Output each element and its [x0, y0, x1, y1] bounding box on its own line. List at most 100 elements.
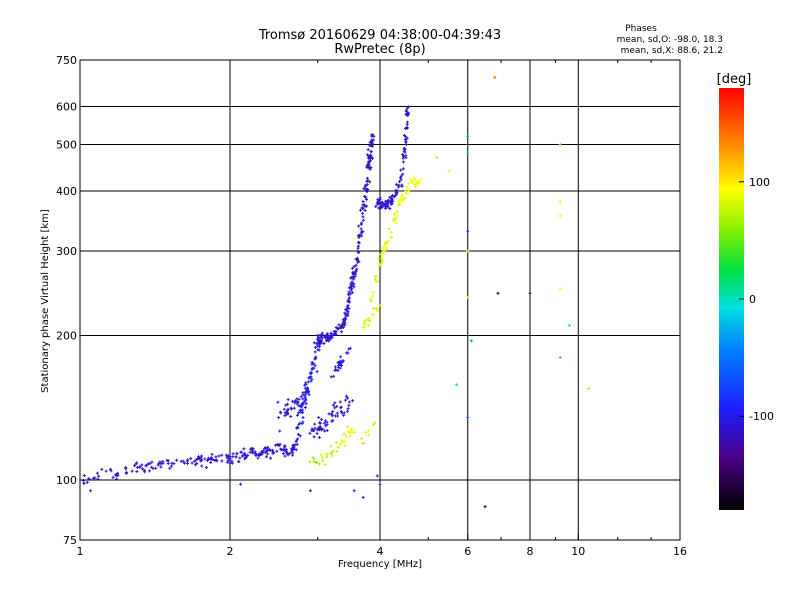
data-point: [316, 333, 320, 337]
data-point: [334, 365, 338, 369]
data-point: [418, 178, 422, 182]
data-point: [283, 445, 287, 449]
data-point: [231, 455, 235, 459]
data-point: [359, 227, 363, 231]
data-point: [406, 112, 410, 116]
data-point: [371, 294, 375, 298]
data-point: [289, 407, 293, 411]
data-point: [362, 187, 366, 191]
data-point: [331, 403, 335, 407]
data-point: [317, 436, 321, 440]
data-point: [264, 455, 268, 459]
data-point: [366, 165, 370, 169]
data-point: [357, 251, 361, 255]
colorbar-tick-label: 100: [749, 176, 770, 189]
data-point: [124, 466, 128, 470]
data-point: [363, 319, 367, 323]
data-point: [329, 444, 333, 448]
data-point: [336, 361, 340, 365]
data-point: [466, 296, 470, 300]
data-point: [378, 197, 382, 201]
data-point: [363, 325, 367, 329]
data-point: [308, 375, 312, 379]
data-point: [307, 393, 311, 397]
data-point: [329, 331, 333, 335]
y-tick-label: 75: [63, 534, 77, 547]
data-point: [308, 489, 312, 493]
data-point: [414, 185, 418, 189]
data-point: [363, 208, 367, 212]
data-point: [312, 366, 316, 370]
data-point: [168, 466, 172, 470]
data-point: [308, 460, 312, 464]
data-point: [340, 440, 344, 444]
data-point: [304, 381, 308, 385]
data-point: [337, 363, 341, 367]
data-point: [172, 462, 176, 466]
y-tick-label: 750: [56, 54, 77, 67]
data-point: [315, 370, 319, 374]
data-point: [154, 466, 158, 470]
data-point: [360, 437, 364, 441]
data-point: [237, 459, 241, 463]
x-tick-label: 8: [527, 545, 534, 558]
data-point: [336, 369, 340, 373]
data-point: [111, 475, 115, 479]
data-point: [325, 423, 329, 427]
data-point: [319, 426, 323, 430]
data-point: [312, 429, 316, 433]
data-point: [312, 435, 316, 439]
data-point: [211, 458, 215, 462]
data-point: [385, 202, 389, 206]
data-point: [109, 469, 113, 473]
data-point: [278, 410, 282, 414]
data-point: [292, 406, 296, 410]
data-point: [361, 218, 365, 222]
stats-line-x: mean, sd,X: 88.6, 21.2: [621, 46, 723, 56]
data-point: [344, 313, 348, 317]
data-point: [390, 193, 394, 197]
data-point: [332, 374, 336, 378]
data-point: [393, 212, 397, 216]
data-point: [315, 461, 319, 465]
data-point: [405, 120, 409, 124]
data-point: [85, 480, 89, 484]
data-point: [82, 482, 86, 486]
data-point: [329, 412, 333, 416]
data-point: [466, 134, 470, 138]
data-point: [261, 450, 265, 454]
data-point: [335, 441, 339, 445]
data-point: [143, 470, 147, 474]
data-point: [381, 246, 385, 250]
data-point: [294, 426, 298, 430]
data-point: [363, 185, 367, 189]
data-point: [587, 387, 591, 391]
data-point: [466, 249, 470, 253]
data-point: [455, 383, 459, 387]
data-point: [87, 477, 91, 481]
data-point: [365, 198, 369, 202]
data-point: [447, 169, 451, 173]
data-point: [310, 360, 314, 364]
data-point: [339, 406, 343, 410]
data-point: [347, 347, 351, 351]
data-point: [189, 457, 193, 461]
data-point: [385, 240, 389, 244]
data-point: [367, 433, 371, 437]
x-tick-label: 16: [673, 545, 687, 558]
data-point: [342, 413, 346, 417]
data-point: [193, 459, 197, 463]
data-point: [230, 459, 234, 463]
data-point: [360, 206, 364, 210]
data-point: [217, 454, 221, 458]
data-point: [359, 222, 363, 226]
data-point: [235, 451, 239, 455]
data-point: [244, 455, 248, 459]
data-point: [343, 323, 347, 327]
data-point: [301, 420, 305, 424]
data-point: [304, 398, 308, 402]
data-point: [352, 430, 356, 434]
data-point: [323, 429, 327, 433]
data-point: [340, 411, 344, 415]
data-point: [226, 459, 230, 463]
